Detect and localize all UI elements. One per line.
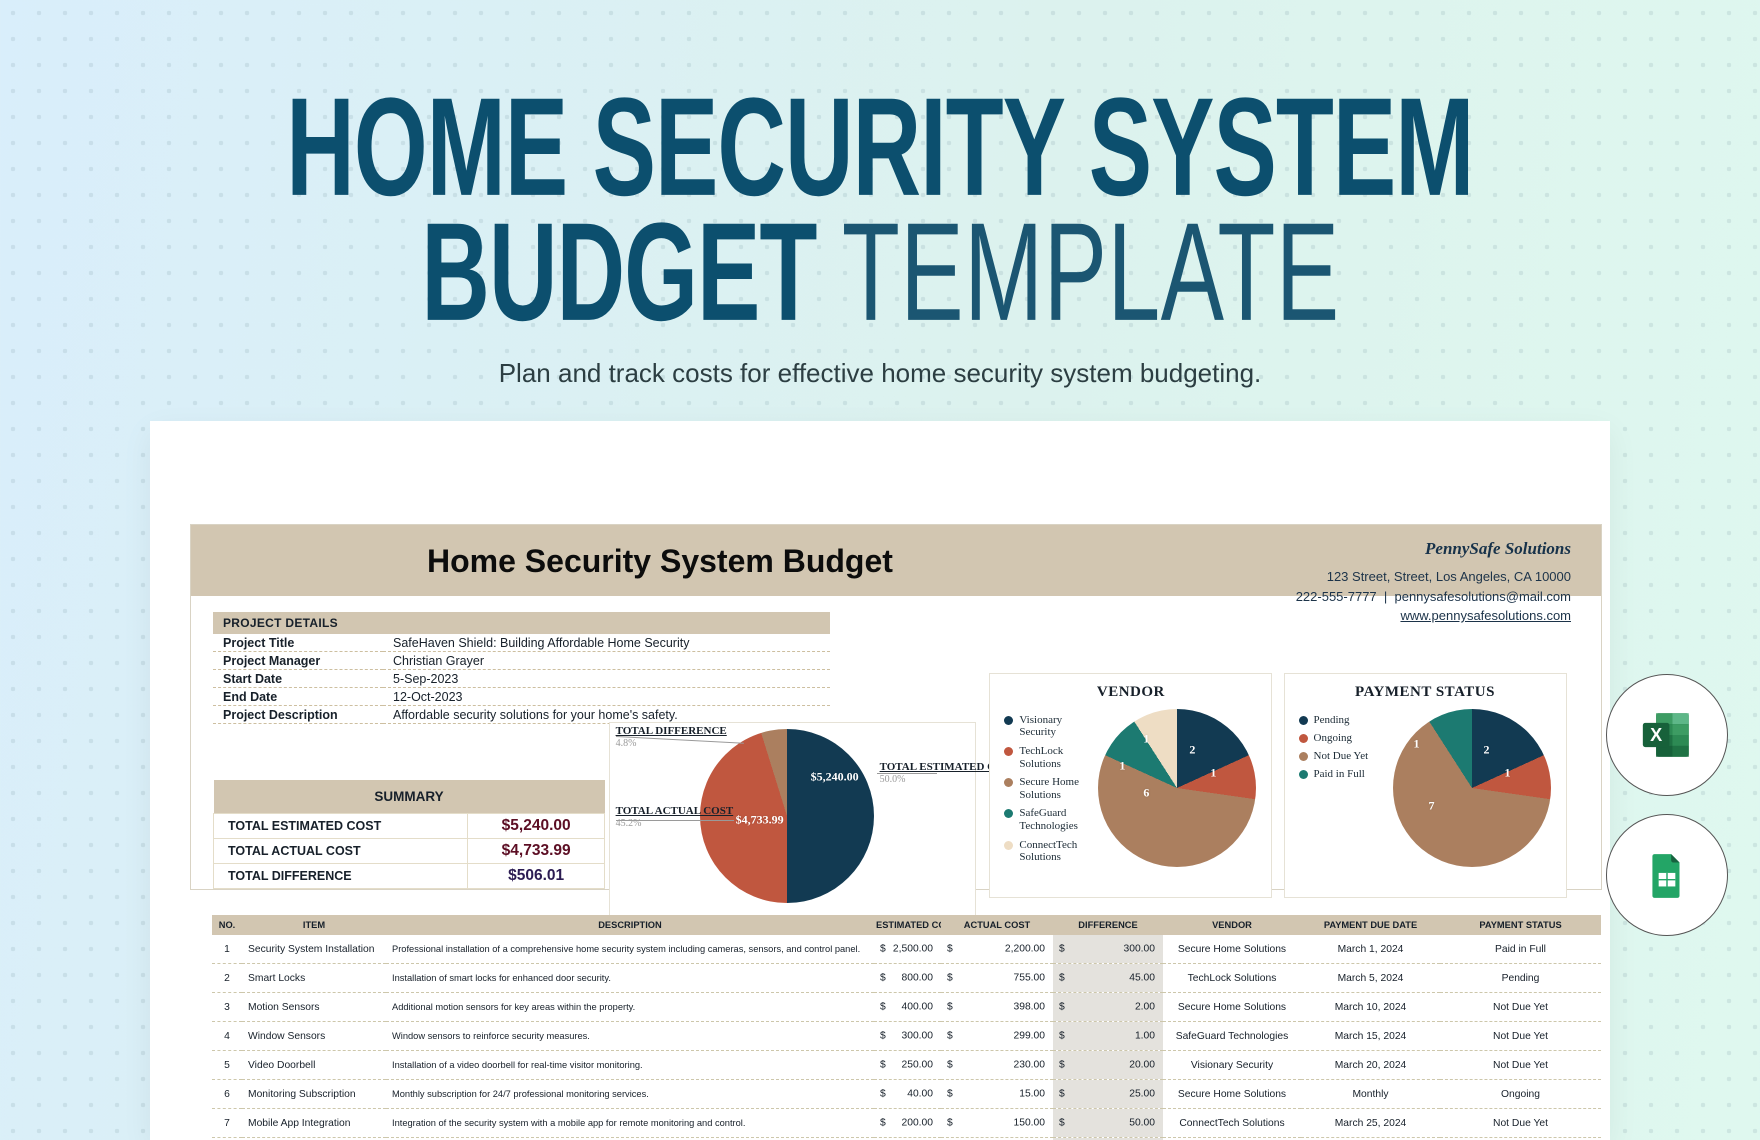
svg-text:X: X (1650, 725, 1662, 745)
